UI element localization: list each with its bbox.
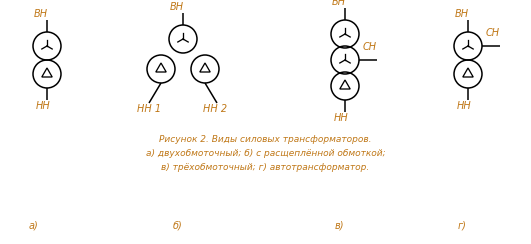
Text: Рисунок 2. Виды силовых трансформаторов.: Рисунок 2. Виды силовых трансформаторов. (159, 134, 372, 143)
Text: ВН: ВН (170, 2, 184, 12)
Text: НН 1: НН 1 (137, 104, 161, 114)
Text: СН: СН (486, 28, 500, 38)
Text: в) трёхобмоточный; г) автотрансформатор.: в) трёхобмоточный; г) автотрансформатор. (161, 163, 370, 172)
Text: а) двухобмоточный; б) с расщеплённой обмоткой;: а) двухобмоточный; б) с расщеплённой обм… (145, 149, 386, 157)
Text: НН: НН (457, 101, 472, 111)
Text: ВН: ВН (34, 9, 48, 19)
Text: НН: НН (334, 113, 349, 123)
Text: г): г) (458, 221, 467, 231)
Text: СН: СН (363, 42, 377, 52)
Text: а): а) (29, 221, 39, 231)
Text: НН: НН (36, 101, 51, 111)
Text: ВН: ВН (332, 0, 346, 7)
Text: в): в) (335, 221, 345, 231)
Text: б): б) (173, 221, 183, 231)
Text: НН 2: НН 2 (203, 104, 227, 114)
Text: ВН: ВН (455, 9, 469, 19)
